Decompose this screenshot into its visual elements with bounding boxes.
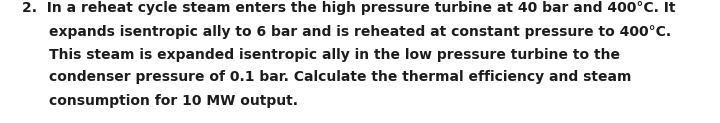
Text: expands isentropic ally to 6 bar and is reheated at constant pressure to 400°C.: expands isentropic ally to 6 bar and is …: [49, 25, 671, 39]
Text: consumption for 10 MW output.: consumption for 10 MW output.: [49, 94, 298, 108]
Text: This steam is expanded isentropic ally in the low pressure turbine to the: This steam is expanded isentropic ally i…: [49, 47, 620, 62]
Text: 2.  In a reheat cycle steam enters the high pressure turbine at 40 bar and 400°C: 2. In a reheat cycle steam enters the hi…: [22, 1, 675, 15]
Text: condenser pressure of 0.1 bar. Calculate the thermal efficiency and steam: condenser pressure of 0.1 bar. Calculate…: [49, 70, 631, 84]
